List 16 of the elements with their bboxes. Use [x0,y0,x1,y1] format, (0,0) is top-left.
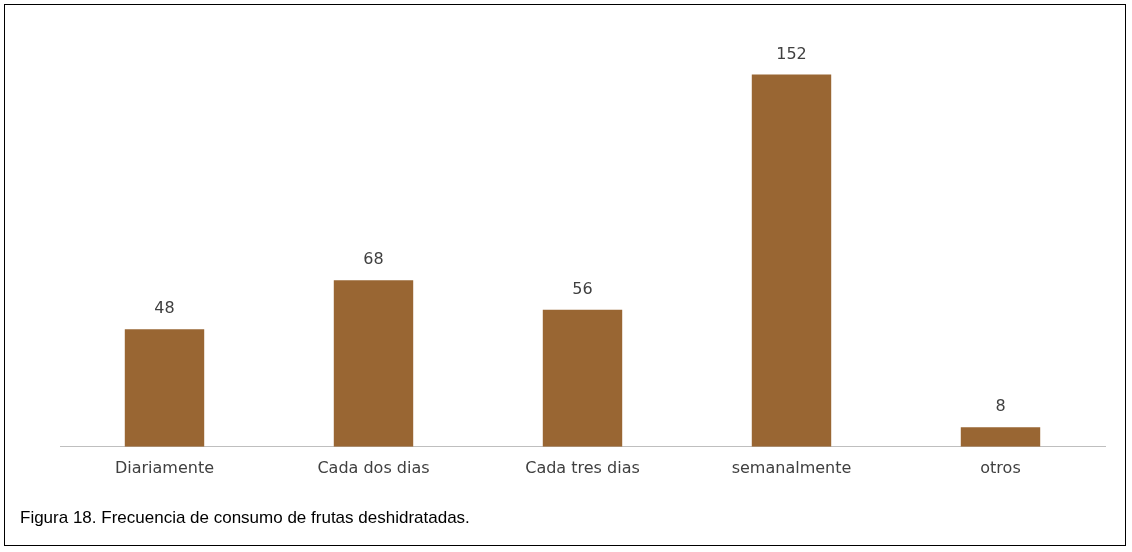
x-tick-label: Cada dos dias [317,457,430,477]
bar [333,280,414,447]
data-label: 152 [776,43,807,63]
text: Figura 18. Frecuencia de consumo de frutas deshidratadas. [20,508,470,528]
x-tick-label: Diariamente [114,457,215,477]
bar [960,427,1041,447]
data-label: 48 [154,298,175,318]
data-label: 56 [572,278,593,298]
data-label: 68 [363,249,384,269]
bar [751,74,832,447]
data-label: 8 [995,396,1006,416]
x-tick-label: Cada tres dias [525,457,640,477]
x-tick-label: otros [980,457,1021,477]
bar [124,329,205,447]
x-tick-label: semanalmente [731,457,852,477]
bar [542,309,623,447]
